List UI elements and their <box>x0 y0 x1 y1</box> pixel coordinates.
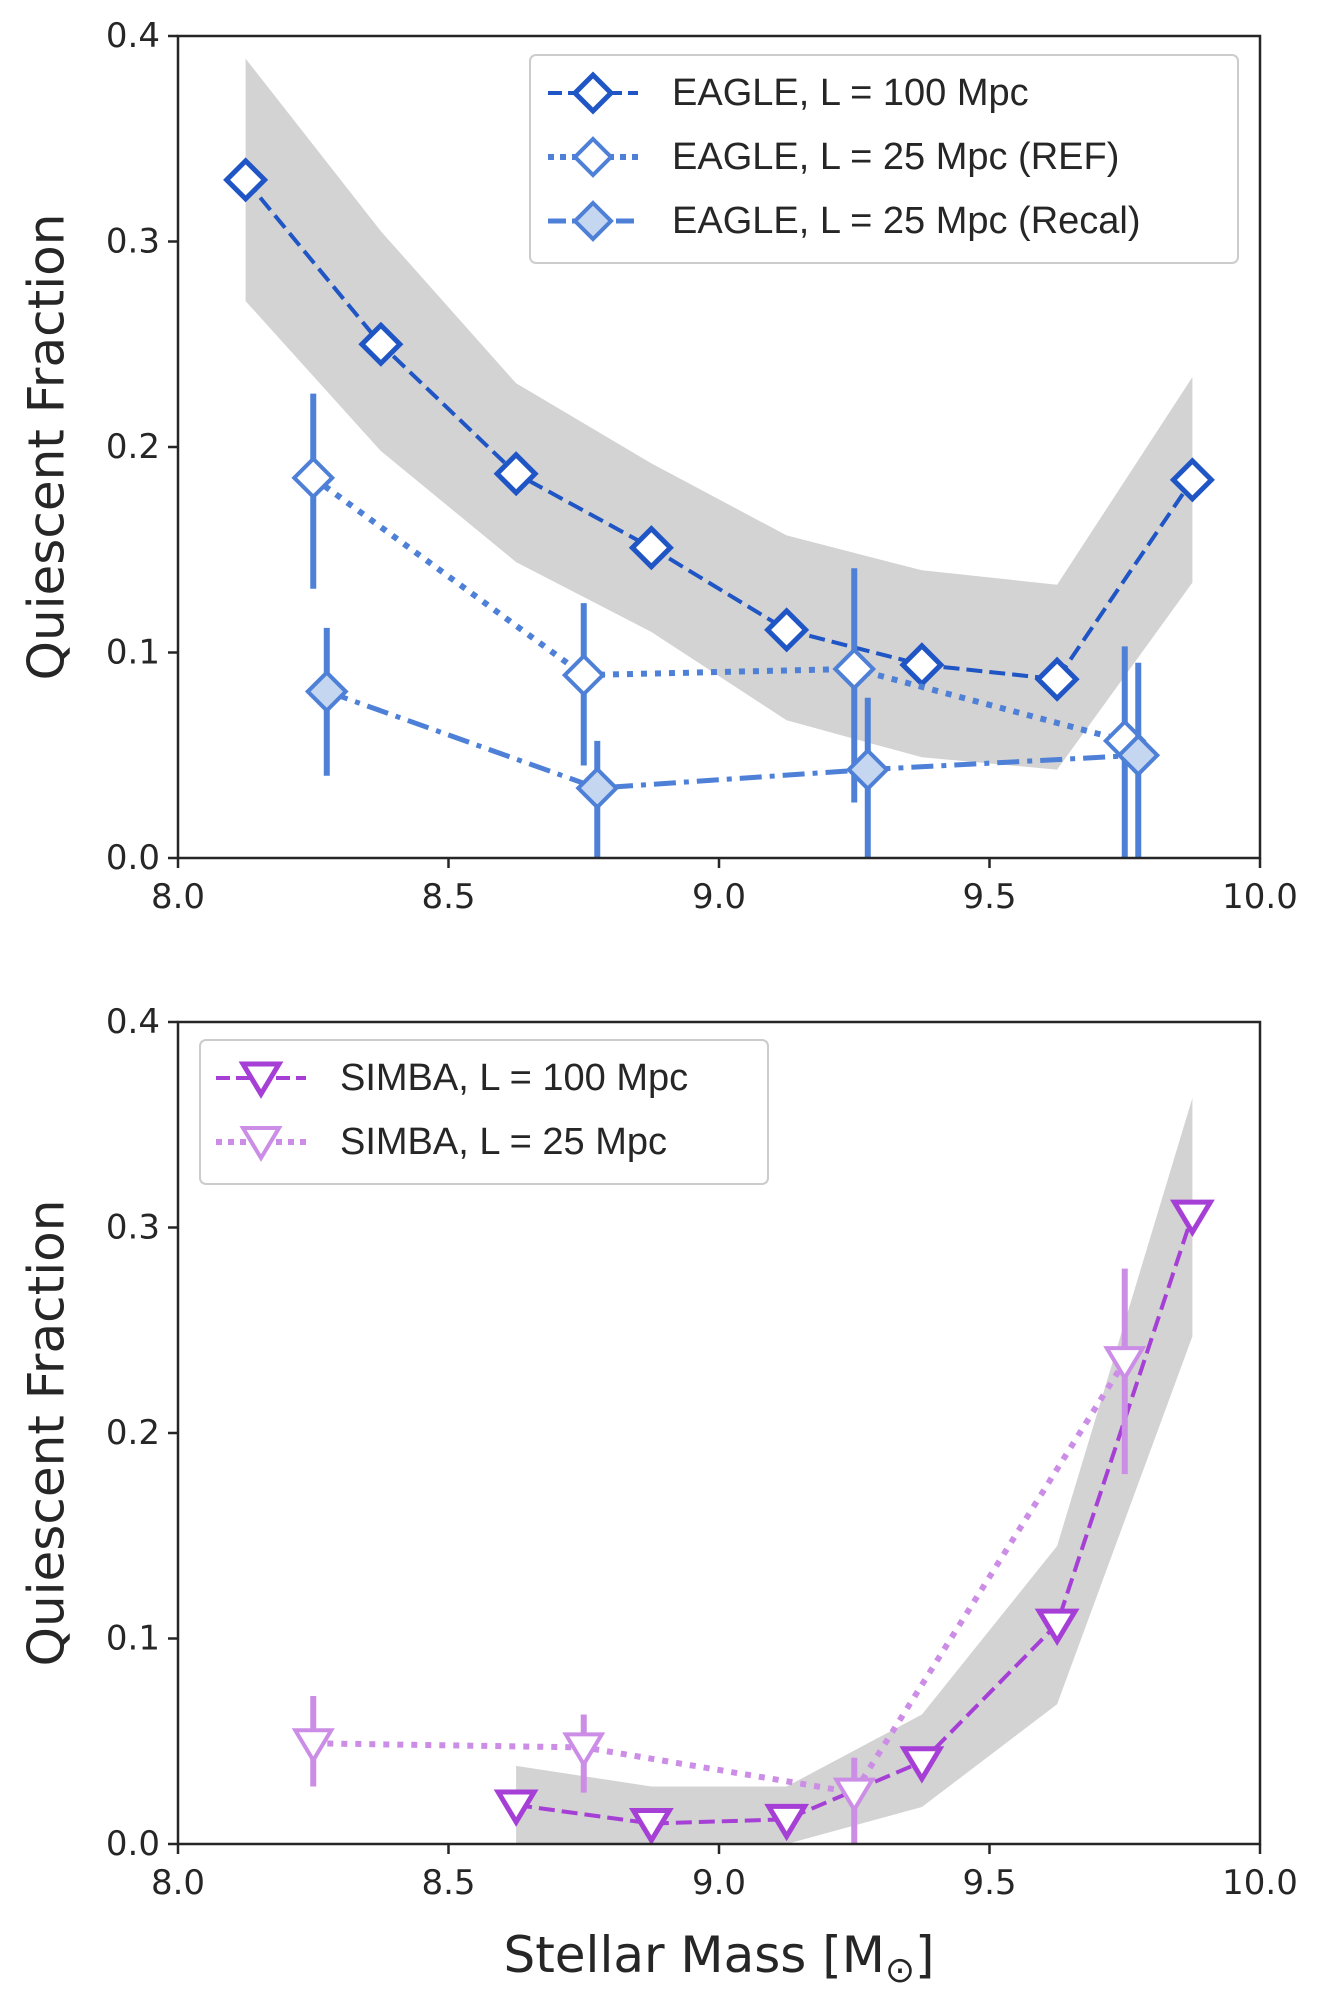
legend-item-eagle-25-ref: EAGLE, L = 25 Mpc (REF) <box>548 136 1119 178</box>
legend-label-eagle-25-recal: EAGLE, L = 25 Mpc (Recal) <box>672 200 1141 242</box>
x-axis-label-close: ] <box>915 1926 935 1984</box>
top-series-0-point <box>493 451 539 497</box>
bottom-y-tick-label: 0.4 <box>106 1002 160 1042</box>
bottom-series-1-point <box>832 1777 876 1814</box>
bottom-x-tick-label: 10.0 <box>1222 1863 1298 1903</box>
top-series-2-point <box>1116 733 1161 778</box>
bottom-shaded-band <box>516 1098 1193 1844</box>
bottom-legend-box <box>199 1039 769 1185</box>
bottom-series-1-point <box>1103 1346 1147 1382</box>
top-x-tick-label: 10.0 <box>1222 877 1298 917</box>
x-axis-label: Stellar Mass [M⊙] <box>503 1926 934 1991</box>
top-legend: EAGLE, L = 100 Mpc EAGLE, L = 25 Mpc (RE… <box>529 54 1239 264</box>
bottom-y-tick-label: 0.1 <box>106 1619 160 1659</box>
top-series-0-point <box>223 157 269 203</box>
top-y-tick-label: 0.2 <box>106 427 160 467</box>
top-legend-box <box>529 54 1239 264</box>
top-panel: 8.0 8.5 9.0 9.5 10.0 0.0 0.1 0.2 0.3 0.4 Quiescen… <box>18 16 1298 917</box>
top-series-2-point <box>845 747 890 792</box>
top-series-1-line <box>311 475 1126 744</box>
top-x-tick-label: 9.0 <box>692 877 746 917</box>
top-series-2 <box>304 627 1161 858</box>
top-series-0-point <box>764 607 810 653</box>
top-y-tick-label: 0.1 <box>106 633 160 673</box>
top-y-tick-label: 0.4 <box>106 16 160 56</box>
x-axis-label-solar-symbol: ⊙ <box>885 1950 915 1991</box>
bottom-series-layer <box>291 1199 1215 1846</box>
legend-marker-simba-25 <box>239 1126 283 1162</box>
bottom-x-tick-label: 8.5 <box>421 1863 475 1903</box>
top-series-0 <box>223 157 1215 702</box>
top-x-tick-label: 8.5 <box>421 877 475 917</box>
top-series-0-point <box>628 525 674 571</box>
x-axis-label-text: Stellar Mass [M <box>503 1926 884 1984</box>
top-series-0-point <box>1169 457 1215 503</box>
top-y-axis-label: Quiescent Fraction <box>18 214 76 681</box>
legend-label-simba-100: SIMBA, L = 100 Mpc <box>340 1057 688 1099</box>
bottom-legend: SIMBA, L = 100 Mpc SIMBA, L = 25 Mpc <box>199 1039 769 1185</box>
legend-marker-eagle-100 <box>571 71 615 115</box>
legend-label-eagle-25-ref: EAGLE, L = 25 Mpc (REF) <box>672 136 1119 178</box>
bottom-x-tick-label: 9.0 <box>692 1863 746 1903</box>
bottom-y-tick-label: 0.3 <box>106 1208 160 1248</box>
legend-item-simba-25: SIMBA, L = 25 Mpc <box>216 1121 667 1163</box>
top-series-0-point <box>1034 656 1080 702</box>
bottom-y-tick-label: 0.2 <box>106 1413 160 1453</box>
bottom-series-0-point <box>493 1789 539 1827</box>
top-confidence-band-layer <box>245 58 1193 770</box>
top-shaded-band <box>245 58 1193 770</box>
top-series-0-point <box>358 321 404 367</box>
top-y-tick-label: 0.3 <box>106 222 160 262</box>
legend-marker-eagle-25-ref <box>572 136 614 178</box>
bottom-series-1-line <box>313 1359 1128 1796</box>
top-series-2-point <box>304 669 349 714</box>
top-axes-layer: 8.0 8.5 9.0 9.5 10.0 0.0 0.1 0.2 0.3 0.4 <box>106 16 1298 917</box>
legend-marker-eagle-25-recal <box>572 200 614 242</box>
bottom-series-0-point <box>1169 1199 1215 1238</box>
top-series-2-point <box>575 766 620 810</box>
bottom-series-0-point <box>628 1807 674 1846</box>
top-series-layer <box>223 157 1215 858</box>
bottom-confidence-band-layer <box>516 1098 1193 1844</box>
legend-item-eagle-25-recal: EAGLE, L = 25 Mpc (Recal) <box>548 200 1141 242</box>
bottom-series-0-point <box>1034 1608 1080 1646</box>
top-y-tick-label: 0.0 <box>106 838 160 878</box>
legend-label-eagle-100: EAGLE, L = 100 Mpc <box>672 72 1029 114</box>
bottom-series-0-point <box>899 1746 945 1784</box>
top-series-2-line <box>325 689 1139 791</box>
top-x-tick-label: 9.5 <box>962 877 1016 917</box>
bottom-series-1 <box>291 1268 1147 1844</box>
bottom-y-tick-label: 0.0 <box>106 1824 160 1864</box>
top-series-0-line <box>244 178 1195 682</box>
legend-marker-simba-100 <box>238 1061 284 1099</box>
bottom-axes-layer: 8.0 8.5 9.0 9.5 10.0 0.0 0.1 0.2 0.3 0.4 <box>106 1002 1298 1903</box>
bottom-series-1-point <box>291 1728 335 1765</box>
bottom-x-tick-label: 8.0 <box>151 1863 205 1903</box>
top-x-tick-label: 8.0 <box>151 877 205 917</box>
bottom-series-1-point <box>562 1732 606 1769</box>
top-series-1-point <box>832 647 877 691</box>
bottom-x-tick-label: 9.5 <box>962 1863 1016 1903</box>
legend-item-eagle-100: EAGLE, L = 100 Mpc <box>548 71 1029 115</box>
legend-item-simba-100: SIMBA, L = 100 Mpc <box>216 1057 688 1099</box>
bottom-y-axis-label: Quiescent Fraction <box>18 1200 76 1667</box>
top-series-1-point <box>561 653 606 697</box>
bottom-series-0-line <box>515 1214 1195 1826</box>
bottom-panel: 8.0 8.5 9.0 9.5 10.0 0.0 0.1 0.2 0.3 0.4 Quiescen… <box>18 1002 1298 1991</box>
top-series-1-point <box>291 455 336 500</box>
bottom-series-0-point <box>764 1803 810 1842</box>
legend-label-simba-25: SIMBA, L = 25 Mpc <box>340 1121 667 1163</box>
